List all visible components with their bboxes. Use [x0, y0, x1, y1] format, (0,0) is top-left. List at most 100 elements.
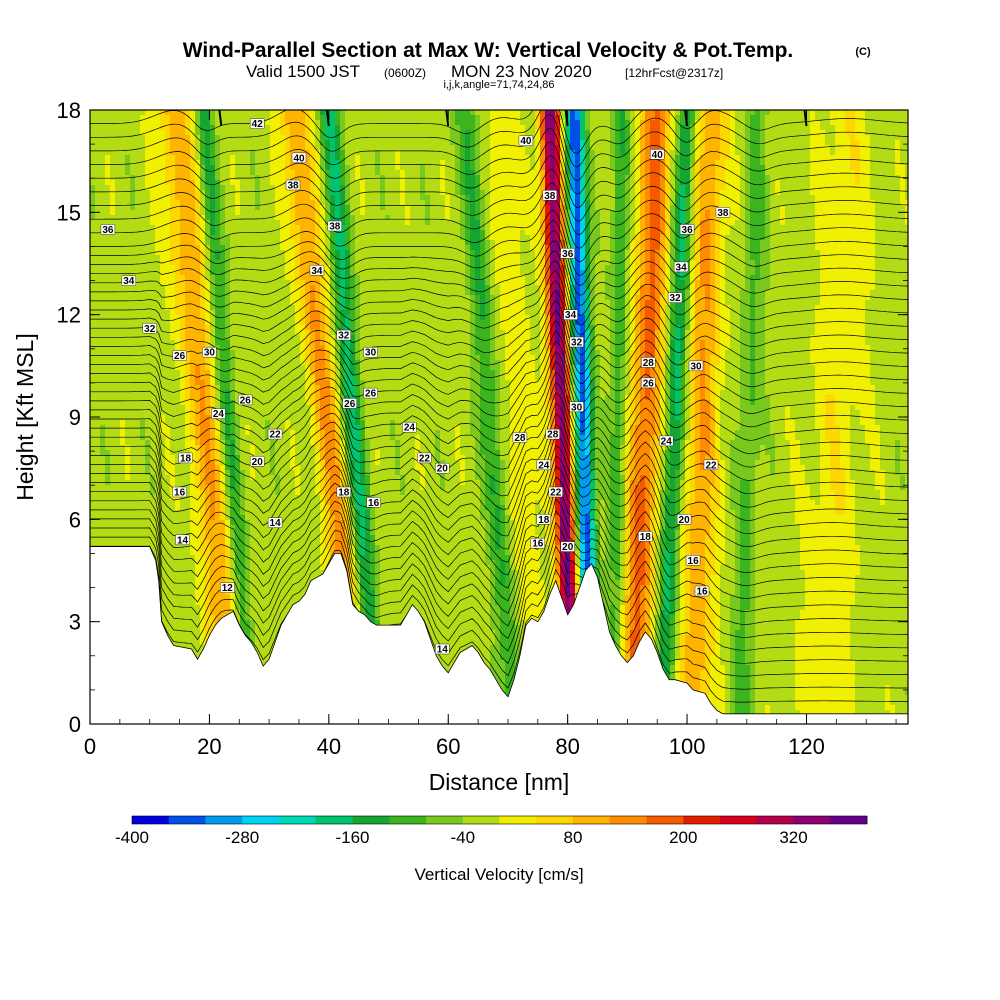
colorbar-swatch — [463, 816, 500, 824]
contour-label-text: 42 — [252, 119, 264, 130]
contour-label: 42 — [250, 119, 264, 131]
colorbar-swatch — [683, 816, 720, 824]
contour-label-text: 40 — [293, 153, 305, 164]
colorbar-swatch — [536, 816, 573, 824]
colorbar-tick-label: -160 — [335, 828, 369, 847]
contour-label-text: 26 — [365, 389, 377, 400]
contour-label: 14 — [435, 644, 449, 656]
contour-label: 36 — [561, 248, 575, 259]
y-tick-label: 15 — [57, 200, 81, 225]
contour-label-text: 16 — [368, 498, 380, 509]
contour-label: 32 — [337, 330, 351, 342]
contour-label: 12 — [220, 583, 234, 595]
plot-area: 42 40 38 36 34 34 32 38 26 30 24 26 22 20 18 16 14 12 14 32… — [57, 87, 911, 759]
contour-label: 28 — [513, 433, 527, 445]
contour-label-text: 16 — [696, 587, 708, 598]
y-axis-label: Height [Kft MSL] — [12, 333, 38, 500]
contour-label-text: 20 — [562, 542, 574, 553]
colorbar-tick-label: -400 — [115, 828, 149, 847]
contour-label: 24 — [537, 460, 551, 472]
contour-label-text: 36 — [102, 225, 114, 236]
contour-label-text: 24 — [538, 460, 550, 471]
contour-label: 40 — [650, 149, 664, 161]
contour-label: 38 — [716, 207, 730, 219]
contour-label: 26 — [343, 398, 357, 410]
contour-label: 26 — [641, 378, 655, 390]
colorbar-swatch — [353, 816, 390, 824]
contour-label: 30 — [689, 361, 703, 373]
x-tick-label: 100 — [669, 734, 706, 759]
contour-label: 20 — [561, 542, 575, 554]
contour-label: 26 — [364, 388, 378, 400]
contour-label: 20 — [435, 463, 449, 475]
contour-label-text: 18 — [538, 515, 550, 526]
contour-label: 16 — [367, 497, 381, 509]
contour-label: 28 — [641, 357, 655, 369]
contour-label: 18 — [337, 487, 351, 499]
contour-label: 30 — [570, 402, 584, 414]
contour-label-text: 16 — [688, 556, 700, 567]
contour-label-text: 22 — [550, 488, 562, 499]
contour-label: 34 — [674, 262, 688, 274]
colorbar-swatch — [132, 816, 169, 824]
contour-label: 24 — [659, 436, 673, 448]
contour-label-text: 38 — [544, 191, 556, 202]
contour-label-text: 24 — [404, 423, 416, 434]
contour-label: 20 — [250, 456, 264, 468]
contour-label-text: 18 — [180, 453, 192, 464]
contour-label: 26 — [173, 351, 187, 363]
contour-label-text: 28 — [547, 430, 559, 441]
contour-label: 14 — [268, 518, 282, 530]
colorbar-label: Vertical Velocity [cm/s] — [414, 865, 583, 884]
colorbar-tick-label: -40 — [450, 828, 475, 847]
contour-label: 16 — [686, 555, 700, 567]
contour-label-text: 32 — [338, 331, 350, 342]
x-tick-label: 0 — [84, 734, 96, 759]
contour-label-text: 34 — [123, 276, 135, 287]
chart-title: Wind-Parallel Section at Max W: Vertical… — [183, 39, 794, 62]
forecast-info: [12hrFcst@2317z] — [625, 66, 723, 80]
contour-label-text: 24 — [661, 436, 673, 447]
colorbar-tick-label: 200 — [669, 828, 697, 847]
contour-label-text: 30 — [365, 348, 377, 359]
valid-time-prefix: Valid 1500 JST — [246, 62, 360, 81]
colorbar-swatch — [206, 816, 243, 824]
colorbar-swatch — [647, 816, 684, 824]
contour-label: 18 — [179, 453, 193, 465]
x-tick-label: 80 — [555, 734, 579, 759]
contour-label-text: 32 — [670, 293, 682, 304]
contour-label-text: 28 — [643, 358, 655, 369]
contour-label-text: 30 — [571, 402, 583, 413]
y-tick-label: 18 — [57, 98, 81, 123]
contour-label: 32 — [570, 337, 584, 349]
contour-label: 28 — [546, 429, 560, 441]
contour-label-text: 36 — [682, 225, 694, 236]
contour-label-text: 26 — [240, 395, 252, 406]
y-tick-label: 0 — [69, 712, 81, 737]
contour-label-text: 40 — [520, 136, 532, 147]
contour-label-text: 20 — [437, 464, 449, 475]
contour-label: 40 — [292, 153, 306, 165]
contour-label: 34 — [122, 276, 136, 288]
x-tick-label: 120 — [788, 734, 825, 759]
colorbar-swatch — [794, 816, 831, 824]
contour-label: 34 — [310, 265, 324, 277]
contour-label-text: 16 — [174, 488, 186, 499]
contour-label: 16 — [531, 538, 545, 550]
contour-label-text: 18 — [338, 488, 350, 499]
x-axis-label: Distance [nm] — [429, 769, 570, 795]
contour-label-text: 36 — [562, 249, 574, 260]
contour-label-text: 18 — [640, 532, 652, 543]
colorbar-swatch — [720, 816, 757, 824]
colorbar-swatch — [316, 816, 353, 824]
contour-label: 38 — [328, 221, 342, 233]
contour-label-text: 22 — [270, 430, 282, 441]
contour-label: 26 — [238, 395, 252, 407]
contour-label-text: 14 — [270, 518, 282, 529]
contour-label: 30 — [364, 347, 378, 359]
contour-label: 40 — [519, 136, 533, 148]
contour-label: 24 — [211, 409, 225, 421]
contour-label: 18 — [638, 531, 652, 543]
contour-label-text: 12 — [222, 583, 234, 594]
contour-label-text: 32 — [144, 324, 156, 335]
